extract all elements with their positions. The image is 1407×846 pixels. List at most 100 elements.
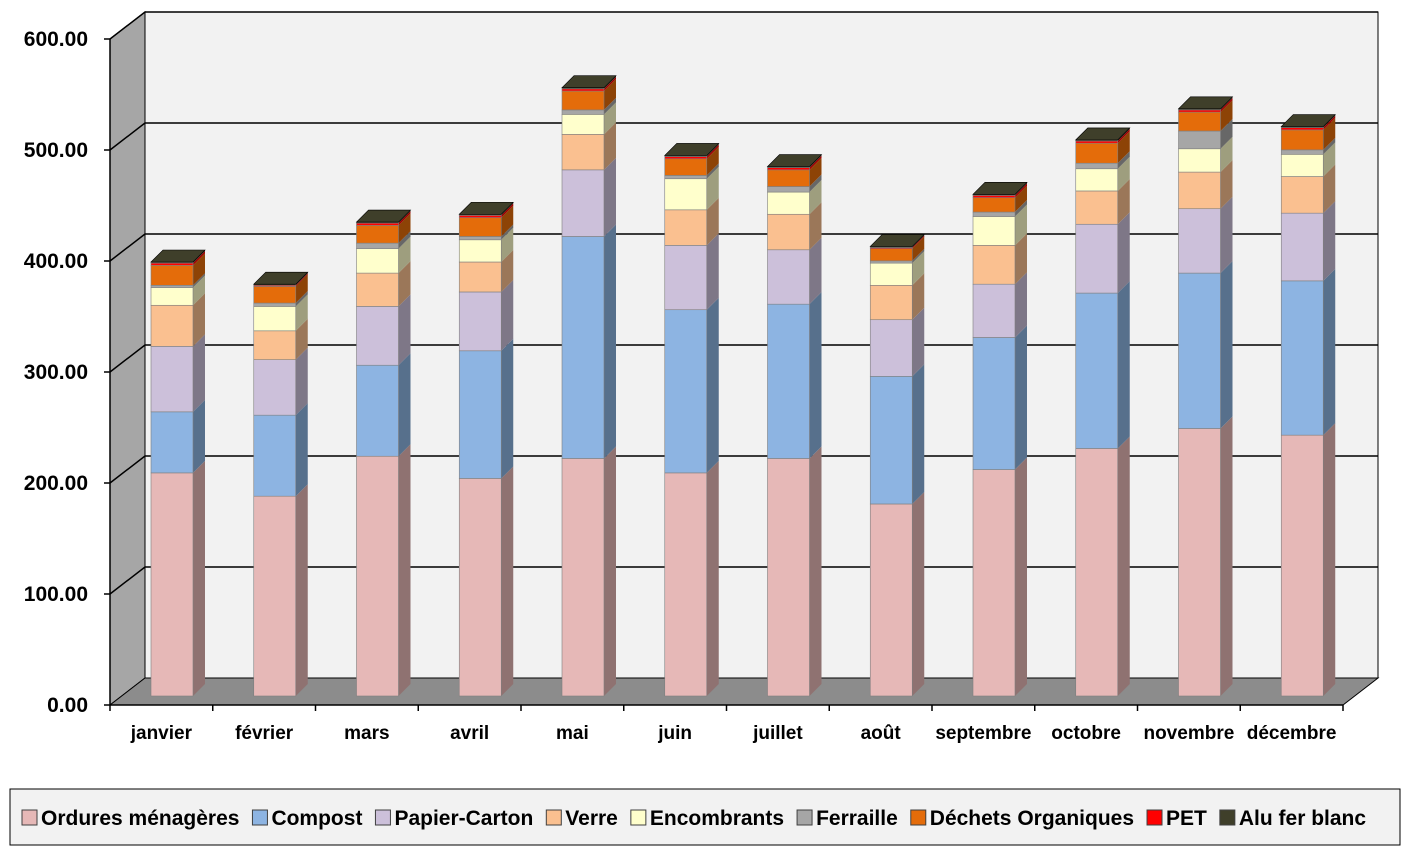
bar-stack [1280, 114, 1336, 697]
bar-segment [1075, 212, 1130, 294]
y-tick-label: 500.00 [24, 139, 88, 162]
bar-side [1117, 131, 1130, 164]
legend-label: Papier-Carton [394, 807, 533, 830]
x-tick-label: août [861, 723, 902, 744]
bar-side [501, 279, 514, 351]
bar [869, 376, 913, 505]
bar-side [501, 205, 514, 237]
bar [869, 262, 913, 286]
legend-item: Compost [251, 807, 362, 830]
bar [1075, 223, 1119, 294]
bar-stacks [150, 75, 1336, 697]
bar-segment [664, 460, 719, 697]
y-tick-label: 400.00 [24, 250, 88, 273]
bar [561, 236, 605, 459]
bar-segment [561, 102, 616, 135]
bar-segment [972, 233, 1027, 285]
bar [458, 261, 502, 293]
bar-side [912, 273, 925, 320]
bar-side [1015, 325, 1027, 470]
bar-side [604, 122, 616, 170]
bar-side [706, 146, 719, 176]
bar-segment [1280, 423, 1336, 697]
bar-side [1220, 196, 1233, 274]
bar-stack [253, 271, 309, 697]
bar-segment [1075, 156, 1130, 192]
y-tick-label: 0.00 [47, 694, 88, 717]
bar [767, 458, 810, 697]
bar [561, 88, 605, 92]
bar [664, 158, 708, 176]
bar [356, 225, 399, 244]
bar-stack [561, 75, 617, 697]
bar-side [501, 338, 514, 479]
x-tick-label: mars [344, 723, 389, 744]
legend-item: Encombrants [630, 807, 784, 830]
bar-segment [356, 236, 411, 274]
bar [1280, 434, 1324, 697]
bar-stack [150, 249, 206, 697]
bar [253, 302, 297, 307]
bar-side [912, 248, 925, 264]
bar-segment [869, 307, 925, 377]
bar [458, 215, 502, 218]
bar-side [809, 174, 822, 193]
bar-segment [458, 249, 514, 293]
bar [1280, 176, 1324, 214]
bar-side [398, 213, 411, 244]
gridline [109, 11, 1378, 40]
bar-side [193, 399, 205, 473]
bar-stack [355, 209, 412, 697]
bar-top [1177, 96, 1234, 110]
bar-top [355, 209, 412, 223]
bar-top [561, 75, 617, 89]
bar-side [604, 76, 616, 92]
bar [664, 309, 708, 474]
bar [1075, 190, 1119, 225]
bar-segment [767, 237, 822, 305]
bar-side [398, 294, 411, 366]
legend-label: PET [1166, 807, 1207, 830]
legend-label: Ferraille [816, 807, 898, 830]
bar-top [1075, 127, 1131, 141]
bar [356, 272, 399, 307]
x-tick-label: juin [657, 723, 692, 744]
bar-segment [1280, 164, 1336, 214]
bar-segment [253, 294, 308, 332]
bar-side [193, 334, 205, 412]
bar-segment [1280, 117, 1336, 151]
bar-side [295, 294, 308, 331]
bar-segment [972, 204, 1027, 246]
bar-side [1015, 457, 1027, 696]
bar-side [193, 273, 205, 288]
bar [561, 109, 605, 115]
bar-stack [1075, 127, 1131, 697]
x-tick-label: décembre [1247, 723, 1337, 744]
bar-segment [150, 460, 205, 697]
bar-side [809, 292, 822, 459]
legend-swatch [545, 809, 562, 826]
bar-segment [150, 293, 205, 347]
bar [1178, 428, 1221, 697]
y-tick-label: 300.00 [24, 361, 88, 384]
bar-stack [664, 143, 720, 697]
bar [356, 455, 399, 697]
bar [767, 169, 810, 187]
bar-side [706, 144, 719, 159]
bar-segment [253, 318, 308, 360]
bar-side [1015, 233, 1027, 285]
legend-label: Encombrants [650, 807, 784, 830]
bar [253, 495, 297, 697]
bar-segment [869, 491, 925, 697]
bar-side [501, 224, 514, 240]
bar-side [1117, 212, 1130, 294]
bar-side [912, 236, 925, 261]
bar-side [706, 163, 719, 179]
gridlines [109, 11, 1378, 595]
bar [1075, 142, 1119, 164]
bar-segment [1075, 436, 1130, 697]
bar-segment [356, 294, 411, 366]
bar-side [604, 79, 616, 110]
bar [1178, 109, 1221, 113]
bar-top [664, 143, 720, 156]
